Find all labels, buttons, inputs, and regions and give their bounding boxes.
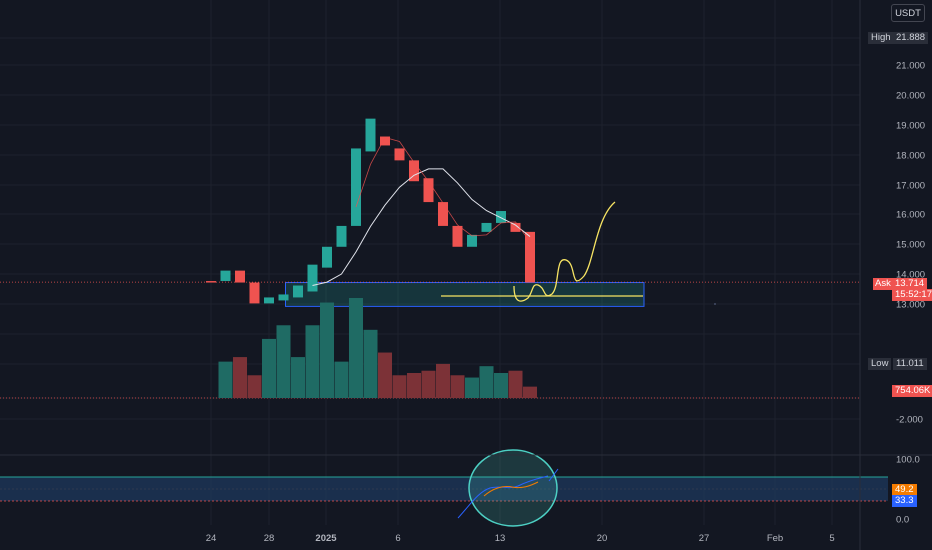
time-tick-label: 5 bbox=[829, 533, 834, 544]
high-label: High bbox=[868, 32, 894, 44]
volume-bar bbox=[436, 363, 450, 398]
volume-bar bbox=[247, 375, 262, 398]
price-tick-label: 17.000 bbox=[896, 181, 925, 192]
volume-bar bbox=[465, 377, 479, 398]
bar-countdown: 15:52:17 bbox=[892, 289, 932, 301]
volume-bar bbox=[218, 361, 233, 398]
volume-bar bbox=[523, 386, 537, 398]
time-tick-label: 28 bbox=[264, 533, 275, 544]
candle-body bbox=[278, 294, 289, 301]
volume-bar bbox=[349, 298, 363, 398]
rsi-ma-line bbox=[483, 481, 539, 497]
price-tick-label: 21.000 bbox=[896, 61, 925, 72]
forecast-drawing[interactable] bbox=[441, 201, 643, 302]
time-tick-label: 24 bbox=[206, 533, 217, 544]
candle-body bbox=[423, 178, 434, 203]
candle-body bbox=[351, 148, 361, 226]
candle-body bbox=[235, 270, 245, 283]
rsi-tick-label: 100.0 bbox=[896, 455, 920, 466]
volume-bar bbox=[392, 375, 407, 398]
volume-bar bbox=[407, 373, 421, 398]
ma-short-line bbox=[355, 137, 531, 243]
price-tick-label: 16.000 bbox=[896, 210, 925, 221]
candle-body bbox=[264, 297, 274, 304]
candle-body bbox=[293, 285, 303, 298]
grid-lines bbox=[0, 0, 860, 525]
volume-bar bbox=[276, 325, 291, 398]
currency-button[interactable]: USDT bbox=[891, 4, 925, 22]
candle-body bbox=[481, 222, 492, 232]
price-tick-label: 20.000 bbox=[896, 91, 925, 102]
moving-averages bbox=[312, 137, 531, 287]
candle-body bbox=[438, 202, 448, 226]
volume-tag: 754.06K bbox=[892, 385, 932, 397]
volume-bar bbox=[334, 361, 349, 398]
candle-body bbox=[409, 160, 419, 182]
candle-body bbox=[336, 225, 347, 247]
volume-bar bbox=[479, 366, 494, 398]
candle-body bbox=[394, 148, 405, 161]
price-tick-label: 18.000 bbox=[896, 151, 925, 162]
forecast-path-drawing bbox=[513, 201, 616, 302]
candle-body bbox=[365, 118, 376, 152]
candles bbox=[206, 118, 535, 304]
support-zone-rect bbox=[285, 282, 645, 307]
time-tick-label: 6 bbox=[395, 533, 400, 544]
volume-bar bbox=[450, 375, 465, 398]
volume-bar bbox=[305, 325, 320, 398]
candle-body bbox=[467, 234, 477, 247]
time-tick-label: 27 bbox=[699, 533, 710, 544]
candle-body bbox=[307, 264, 318, 292]
volume-bar bbox=[494, 373, 508, 398]
price-tick-label: 14.000 bbox=[896, 270, 925, 281]
rsi-highlight-ellipse bbox=[468, 449, 558, 527]
time-tick-label: 20 bbox=[597, 533, 608, 544]
time-tick-label: 2025 bbox=[315, 533, 337, 544]
candle-body bbox=[525, 231, 535, 283]
high-price-tag: 21.888 bbox=[893, 32, 929, 44]
volume-bars bbox=[218, 298, 537, 398]
volume-bar bbox=[233, 357, 247, 398]
rsi-value-tag: 49.2 bbox=[892, 484, 917, 496]
low-price-tag: 11.011 bbox=[893, 358, 927, 370]
rsi-ma-tag: 33.3 bbox=[892, 495, 917, 507]
volume-bar bbox=[421, 370, 436, 398]
time-tick-label: 13 bbox=[495, 533, 506, 544]
candle-body bbox=[496, 211, 506, 223]
volume-bar bbox=[291, 357, 305, 398]
low-label: Low bbox=[868, 358, 892, 370]
rsi-line bbox=[457, 475, 549, 519]
candle-body bbox=[249, 282, 260, 304]
price-tick-label: 13.000 bbox=[896, 300, 925, 311]
time-tick-label: Feb bbox=[767, 533, 783, 544]
ask-price-tag: 13.714 bbox=[892, 278, 928, 290]
candle-body bbox=[380, 136, 390, 146]
price-tick-label: 19.000 bbox=[896, 121, 925, 132]
volume-bar bbox=[320, 302, 334, 398]
volume-bar bbox=[508, 370, 523, 398]
price-tick-label: -2.000 bbox=[896, 415, 923, 426]
rsi-tick-label: 0.0 bbox=[896, 515, 909, 526]
volume-bar bbox=[262, 338, 276, 398]
volume-bar bbox=[378, 352, 392, 398]
candle-body bbox=[452, 225, 463, 247]
volume-bar bbox=[363, 329, 378, 398]
ask-label: Ask bbox=[873, 278, 893, 290]
rsi-pane bbox=[0, 449, 888, 527]
candle-body bbox=[510, 222, 521, 232]
rsi-line-end bbox=[548, 468, 559, 482]
price-tick-label: 15.000 bbox=[896, 240, 925, 251]
candle-body bbox=[220, 270, 231, 282]
candle-body bbox=[206, 281, 216, 283]
candle-body bbox=[322, 246, 332, 268]
